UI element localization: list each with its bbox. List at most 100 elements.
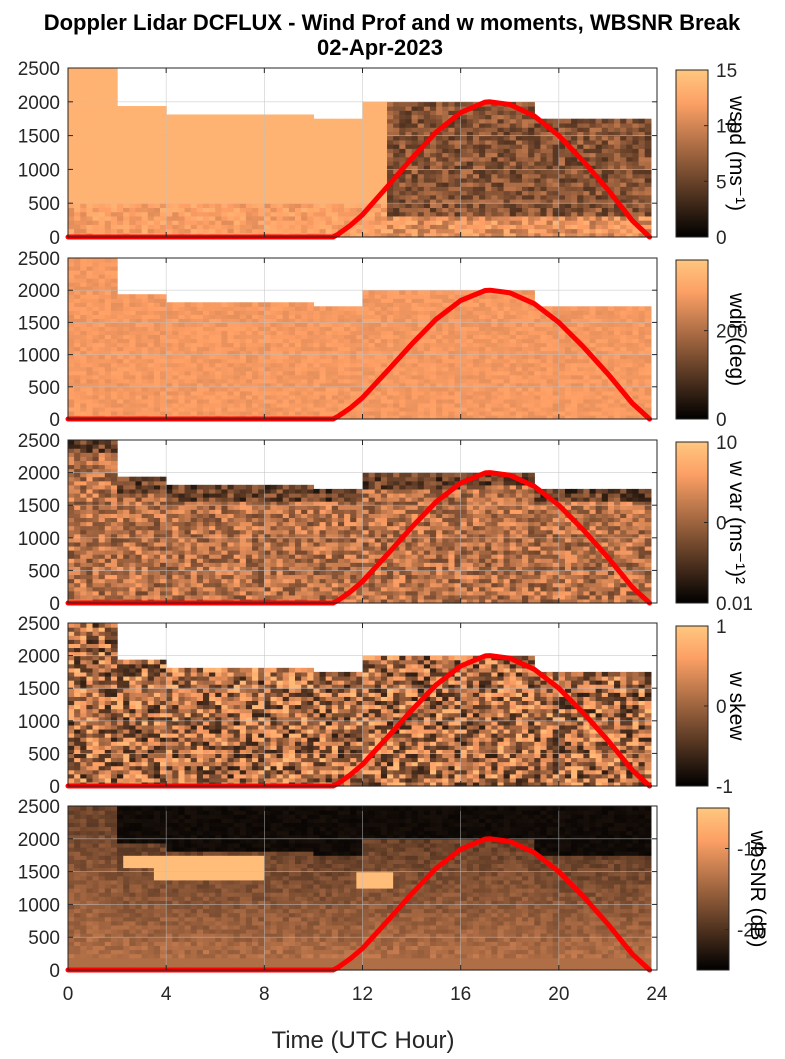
heatmap-cell: [614, 232, 621, 238]
heatmap-cell: [295, 370, 302, 376]
heatmap-cell: [577, 224, 584, 230]
heatmap-cell: [423, 382, 431, 388]
heatmap-cell: [92, 97, 100, 103]
heatmap-cell: [252, 156, 259, 162]
heatmap-cell: [626, 228, 634, 234]
heatmap-cell: [184, 370, 192, 376]
heatmap-cell: [552, 186, 560, 192]
heatmap-cell: [92, 127, 100, 132]
heatmap-cell: [528, 224, 535, 230]
heatmap-cell: [233, 139, 241, 145]
heatmap-cell: [202, 398, 210, 404]
heatmap-cell: [387, 114, 394, 120]
heatmap-cell: [141, 346, 149, 352]
heatmap-cell: [110, 306, 118, 311]
heatmap-cell: [319, 131, 327, 137]
heatmap-cell: [509, 165, 517, 170]
heatmap-cell: [202, 207, 210, 213]
heatmap-cell: [110, 402, 118, 408]
heatmap-cell: [68, 402, 75, 408]
heatmap-cell: [282, 354, 290, 360]
heatmap-cell: [74, 165, 81, 170]
heatmap-cell: [423, 314, 431, 319]
heatmap-cell: [423, 165, 431, 170]
heatmap-cell: [387, 144, 394, 149]
heatmap-cell: [387, 139, 394, 145]
heatmap-cell: [589, 207, 597, 213]
heatmap-cell: [301, 148, 308, 154]
heatmap-cell: [129, 314, 137, 319]
heatmap-cell: [350, 378, 357, 384]
heatmap-cell: [479, 152, 486, 158]
heatmap-cell: [423, 310, 431, 315]
heatmap-cell: [448, 152, 456, 158]
heatmap-cell: [466, 228, 474, 234]
heatmap-cell: [178, 402, 186, 408]
heatmap-cell: [104, 270, 112, 275]
heatmap-cell: [337, 127, 345, 132]
heatmap-cell: [301, 127, 308, 132]
heatmap-cell: [411, 290, 419, 295]
heatmap-cell: [442, 110, 449, 116]
heatmap-cell: [387, 203, 394, 209]
heatmap-cell: [436, 374, 443, 380]
heatmap-cell: [436, 211, 443, 217]
heatmap-cell: [295, 330, 302, 336]
heatmap-cell: [233, 207, 241, 213]
heatmap-cell: [252, 310, 259, 315]
heatmap-cell: [196, 177, 204, 183]
heatmap-cell: [227, 207, 235, 213]
heatmap-cell: [380, 326, 388, 332]
heatmap-cell: [540, 177, 548, 183]
heatmap-cell: [393, 177, 400, 183]
heatmap-cell: [454, 414, 462, 420]
heatmap-cell: [454, 330, 462, 336]
heatmap-cell: [380, 228, 388, 234]
heatmap-cell: [589, 118, 597, 124]
heatmap-cell: [196, 310, 204, 315]
heatmap-cell: [607, 165, 615, 170]
heatmap-cell: [632, 215, 640, 221]
heatmap-cell: [356, 232, 364, 238]
heatmap-cell: [546, 165, 554, 170]
heatmap-cell: [74, 228, 81, 234]
heatmap-cell: [141, 148, 149, 154]
heatmap-cell: [129, 370, 137, 376]
heatmap-cell: [601, 169, 609, 175]
heatmap-cell: [485, 211, 492, 217]
heatmap-cell: [288, 402, 296, 408]
heatmap-cell: [245, 330, 253, 336]
heatmap-cell: [270, 362, 278, 368]
heatmap-cell: [374, 338, 382, 344]
heatmap-cell: [264, 314, 272, 319]
heatmap-cell: [485, 228, 492, 234]
heatmap-cell: [288, 169, 296, 175]
heatmap-cell: [129, 122, 137, 128]
heatmap-cell: [166, 386, 173, 392]
heatmap-cell: [68, 135, 75, 141]
heatmap-cell: [595, 156, 603, 162]
heatmap-cell: [387, 224, 394, 230]
heatmap-cell: [288, 203, 296, 209]
heatmap-cell: [110, 207, 118, 213]
heatmap-cell: [522, 232, 529, 238]
heatmap-cell: [472, 139, 480, 145]
heatmap-cell: [448, 310, 456, 315]
heatmap-cell: [68, 358, 75, 364]
heatmap-cell: [202, 302, 210, 307]
heatmap-cell: [160, 382, 167, 388]
heatmap-cell: [601, 148, 609, 154]
heatmap-cell: [117, 330, 124, 336]
heatmap-cell: [282, 402, 290, 408]
heatmap-cell: [454, 334, 462, 340]
heatmap-cell: [558, 198, 566, 204]
heatmap-cell: [626, 131, 634, 137]
heatmap-cell: [509, 220, 517, 225]
heatmap-cell: [522, 186, 529, 192]
heatmap-cell: [313, 224, 321, 230]
heatmap-cell: [245, 169, 253, 175]
heatmap-cell: [393, 215, 400, 221]
heatmap-cell: [448, 110, 456, 116]
heatmap-cell: [601, 220, 609, 225]
heatmap-cell: [172, 114, 180, 120]
